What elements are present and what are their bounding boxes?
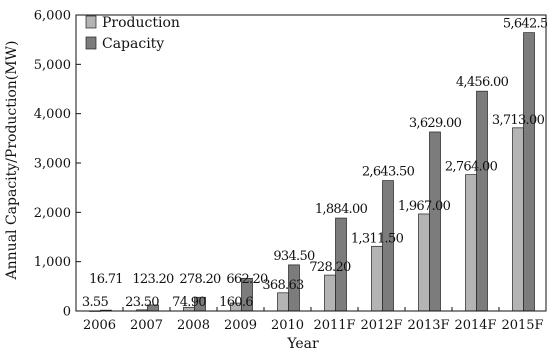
data-label-production: 368.63 [262,278,304,293]
x-tick-label: 2008 [177,318,210,333]
data-label-capacity: 1,884.00 [315,202,368,217]
bar-production [324,274,336,312]
bar-production [277,292,289,312]
data-label-production: 74.90 [172,295,206,310]
legend-swatch-capacity [85,36,97,50]
x-tick-label: 2013F [407,318,449,333]
plot-area-border [75,14,547,312]
x-tick-label: 2007 [130,318,163,333]
y-tick-label: 1,000 [34,255,71,270]
y-tick-label: 2,000 [34,206,71,221]
bar-production [418,213,430,312]
legend-swatch-production [85,15,97,29]
data-label-production: 3.55 [82,295,109,310]
data-label-production: 1,311.50 [351,231,404,246]
x-tick-label: 2011F [313,318,355,333]
data-label-capacity: 3,629.00 [409,116,462,131]
bar-capacity [429,131,441,312]
bar-capacity [476,90,488,312]
y-tick-label: 3,000 [34,157,71,172]
data-label-capacity: 2,643.50 [362,165,415,180]
data-label-production: 160.6 [219,295,253,310]
legend-label-production: Production [102,15,180,31]
x-tick-label: 2015F [501,318,543,333]
x-axis-ticks: 2006 2007 2008 2009 2010 2011F 2012F 2013F 2014F… [83,307,544,333]
y-tick-label: 6,000 [34,9,71,24]
data-label-capacity: 4,456.00 [456,75,509,90]
data-label-production: 3,713.00 [492,113,545,128]
y-tick-label: 5,000 [34,58,71,73]
x-tick-label: 2009 [224,318,257,333]
legend-label-capacity: Capacity [102,36,164,52]
data-label-capacity: 934.50 [273,249,315,264]
legend: Production Capacity [85,15,180,52]
y-tick-label: 4,000 [34,107,71,122]
data-label-capacity: 278.20 [179,272,221,287]
bars-group [89,32,535,312]
data-label-capacity: 123.20 [132,272,174,287]
bar-production [465,174,477,312]
data-label-capacity: 5,642.50 [503,17,547,32]
data-label-capacity: 16.71 [89,272,123,287]
bar-production [512,127,524,312]
plot-frame [75,14,547,312]
x-tick-label: 2006 [83,318,116,333]
data-label-production: 728.20 [309,260,351,275]
data-label-production: 2,764.00 [445,160,498,175]
data-label-production: 23.50 [125,295,159,310]
y-tick-label: 0 [63,305,71,320]
y-axis-label: Annual Capacity/Production(MW) [4,41,20,281]
y-axis-ticks: 0 1,000 2,000 3,000 4,000 5,000 6,000 [34,9,81,320]
x-tick-label: 2012F [360,318,402,333]
data-label-capacity: 662.20 [226,272,268,287]
bar-capacity [523,32,535,312]
x-tick-label: 2010 [271,318,304,333]
x-tick-label: 2014F [454,318,496,333]
x-axis-label: Year [286,336,319,352]
bar-production [371,245,383,312]
data-label-production: 1,967.00 [398,199,451,214]
y-axis-title: Annual Capacity/Production(MW) [4,41,20,281]
